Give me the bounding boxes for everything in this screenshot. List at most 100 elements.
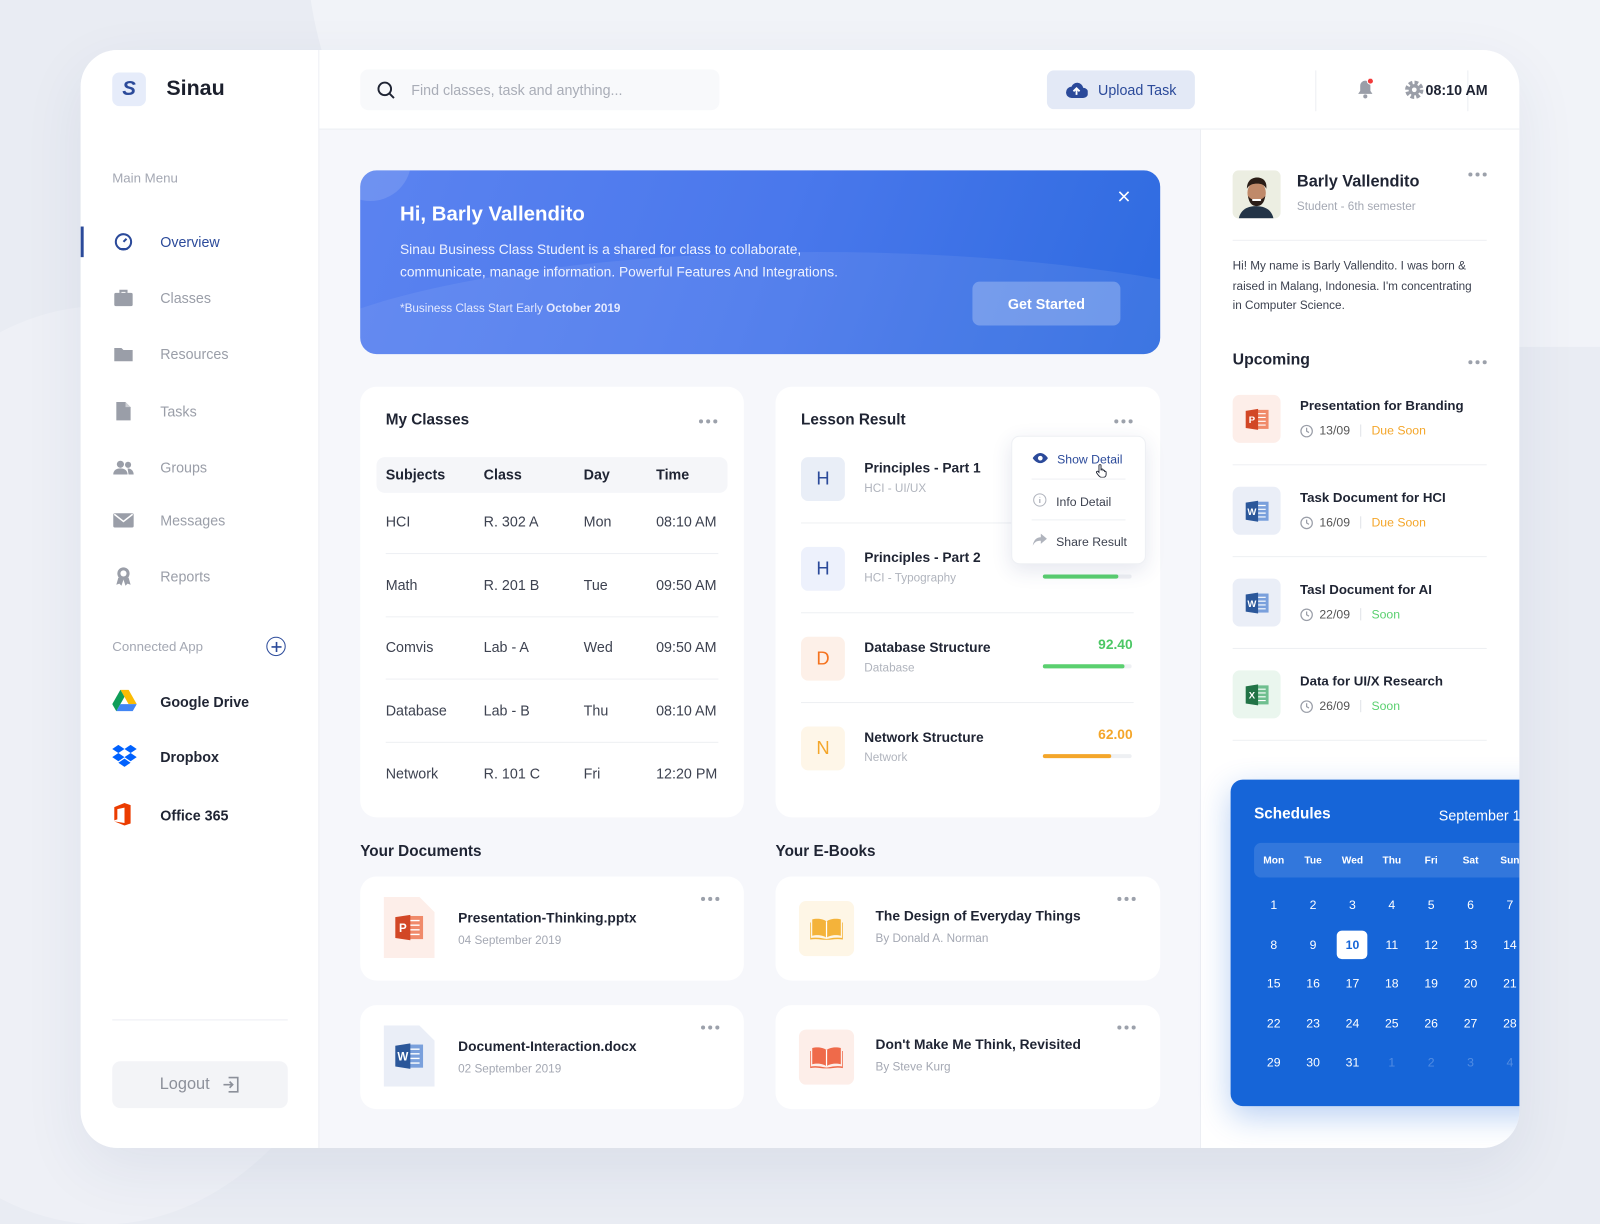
calendar-day[interactable]: 1 [1372,1043,1411,1082]
connected-app-google-drive[interactable]: Google Drive [81,689,320,716]
menu-item-share-result[interactable]: Share Result [1032,533,1127,549]
day-number: 22 [1266,1016,1281,1031]
search-input[interactable] [411,69,708,111]
document-card[interactable]: W Document-Interaction.docx 02 September… [360,1005,744,1110]
sidebar-item-label: Classes [160,289,212,307]
app-label: Google Drive [160,693,250,711]
document-card[interactable]: P Presentation-Thinking.pptx 04 Septembe… [360,876,744,981]
notification-button[interactable] [1356,77,1374,105]
table-row[interactable]: Database Lab - B Thu 08:10 AM [360,702,744,743]
calendar-day[interactable]: 26 [1412,1004,1451,1043]
sidebar-item-reports[interactable]: Reports [81,561,320,592]
sidebar-item-overview[interactable]: Overview [80,226,320,258]
calendar-day[interactable]: 3 [1333,886,1372,925]
table-cell: 08:10 AM [656,513,717,530]
menu-item-show-detail[interactable]: Show Detail [1032,452,1122,466]
menu-item-label: Info Detail [1056,494,1112,509]
ebook-card[interactable]: The Design of Everyday Things By Donald … [775,876,1161,981]
calendar-day[interactable]: 24 [1333,1004,1372,1043]
calendar-day[interactable]: 14 [1490,925,1519,964]
calendar-day[interactable]: 1 [1254,886,1293,925]
calendar-day[interactable]: 15 [1254,964,1293,1003]
calendar-day[interactable]: 6 [1451,886,1490,925]
calendar-day[interactable]: 30 [1293,1043,1332,1082]
lesson-item[interactable]: H Principles - Part 1 HCI - UI/UX [776,457,1161,518]
close-banner-button[interactable] [1118,189,1130,207]
briefcase-icon [112,287,134,309]
svg-text:X: X [1248,690,1255,701]
day-number: 13 [1463,937,1478,952]
calendar-day[interactable]: 19 [1412,964,1451,1003]
app-label: Office 365 [160,807,229,824]
sidebar-item-tasks[interactable]: Tasks [81,396,320,427]
more-options-button[interactable] [698,419,718,424]
sidebar-item-messages[interactable]: Messages [81,505,320,536]
calendar-day[interactable]: 21 [1490,964,1519,1003]
sidebar-item-label: Tasks [160,403,197,420]
upcoming-item[interactable]: P Presentation for Branding 13/09 Due Soo… [1201,394,1519,456]
get-started-button[interactable]: Get Started [972,281,1121,326]
connected-app-dropbox[interactable]: Dropbox [81,744,320,771]
upcoming-item[interactable]: W Task Document for HCI 16/09 Due Soon [1201,486,1519,548]
upload-task-button[interactable]: Upload Task [1046,70,1195,110]
banner-text-line: communicate, manage information. Powerfu… [399,264,838,280]
upcoming-item[interactable]: X Data for UI/X Research 26/09 Soon [1201,670,1519,731]
table-row[interactable]: HCI R. 302 A Mon 08:10 AM [360,513,744,554]
connected-app-office-365[interactable]: Office 365 [81,802,320,829]
day-number: 26 [1424,1016,1438,1031]
document-options-button[interactable] [701,896,720,902]
profile-options-button[interactable] [1468,172,1487,177]
table-cell: Database [385,702,447,719]
more-options-button[interactable] [1114,419,1133,424]
calendar-day[interactable]: 11 [1372,925,1411,964]
lesson-item[interactable]: N Network Structure Network 62.00 [776,726,1161,788]
calendar-day[interactable]: 2 [1293,886,1332,925]
ebook-options-button[interactable] [1117,1025,1136,1030]
sidebar-item-groups[interactable]: Groups [81,452,320,483]
sidebar-item-label: Resources [160,345,229,363]
calendar-day[interactable]: 9 [1293,925,1332,964]
settings-button[interactable] [1404,80,1424,106]
calendar-day[interactable]: 3 [1451,1043,1490,1082]
ebook-options-button[interactable] [1117,896,1136,902]
table-cell: Comvis [385,639,434,656]
document-name: Document-Interaction.docx [458,1038,637,1055]
logout-button[interactable]: Logout [112,1061,288,1109]
search-box [360,69,720,111]
table-row[interactable]: Comvis Lab - A Wed 09:50 AM [360,639,744,680]
calendar-day[interactable]: 23 [1293,1004,1332,1043]
sidebar-item-resources[interactable]: Resources [81,339,320,370]
table-row[interactable]: Network R. 101 C Fri 12:20 PM [360,765,744,806]
sidebar-item-classes[interactable]: Classes [81,283,320,314]
upcoming-options-button[interactable] [1468,360,1487,365]
calendar-day[interactable]: 29 [1254,1043,1293,1082]
document-options-button[interactable] [701,1025,720,1030]
calendar-day[interactable]: 16 [1293,964,1332,1003]
lesson-item[interactable]: D Database Structure Database 92.40 [776,636,1161,698]
calendar-day[interactable]: 22 [1254,1004,1293,1043]
ebook-card[interactable]: Don't Make Me Think, Revisited By Steve … [775,1005,1161,1110]
calendar-day[interactable]: 4 [1490,1043,1519,1082]
upcoming-item[interactable]: W Tasl Document for AI 22/09 Soon [1201,578,1519,640]
excel-icon: X [1232,670,1281,719]
lesson-letter-badge: D [801,636,845,681]
calendar-day[interactable]: 28 [1490,1004,1519,1043]
calendar-day[interactable]: 4 [1372,886,1411,925]
calendar-day[interactable]: 10 [1333,925,1372,964]
calendar-day[interactable]: 2 [1412,1043,1451,1082]
lesson-item[interactable]: H Principles - Part 2 HCI - Typography [776,546,1161,608]
calendar-day[interactable]: 7 [1490,886,1519,925]
calendar-day[interactable]: 20 [1451,964,1490,1003]
calendar-day[interactable]: 25 [1372,1004,1411,1043]
calendar-day[interactable]: 18 [1372,964,1411,1003]
calendar-day[interactable]: 5 [1412,886,1451,925]
calendar-day[interactable]: 13 [1451,925,1490,964]
calendar-day[interactable]: 8 [1254,925,1293,964]
calendar-day[interactable]: 27 [1451,1004,1490,1043]
add-app-button[interactable] [266,636,286,657]
menu-item-info-detail[interactable]: Info Detail [1033,493,1112,510]
calendar-day[interactable]: 12 [1412,925,1451,964]
calendar-day[interactable]: 17 [1333,964,1372,1003]
calendar-day[interactable]: 31 [1333,1043,1372,1082]
table-row[interactable]: Math R. 201 B Tue 09:50 AM [360,576,744,617]
